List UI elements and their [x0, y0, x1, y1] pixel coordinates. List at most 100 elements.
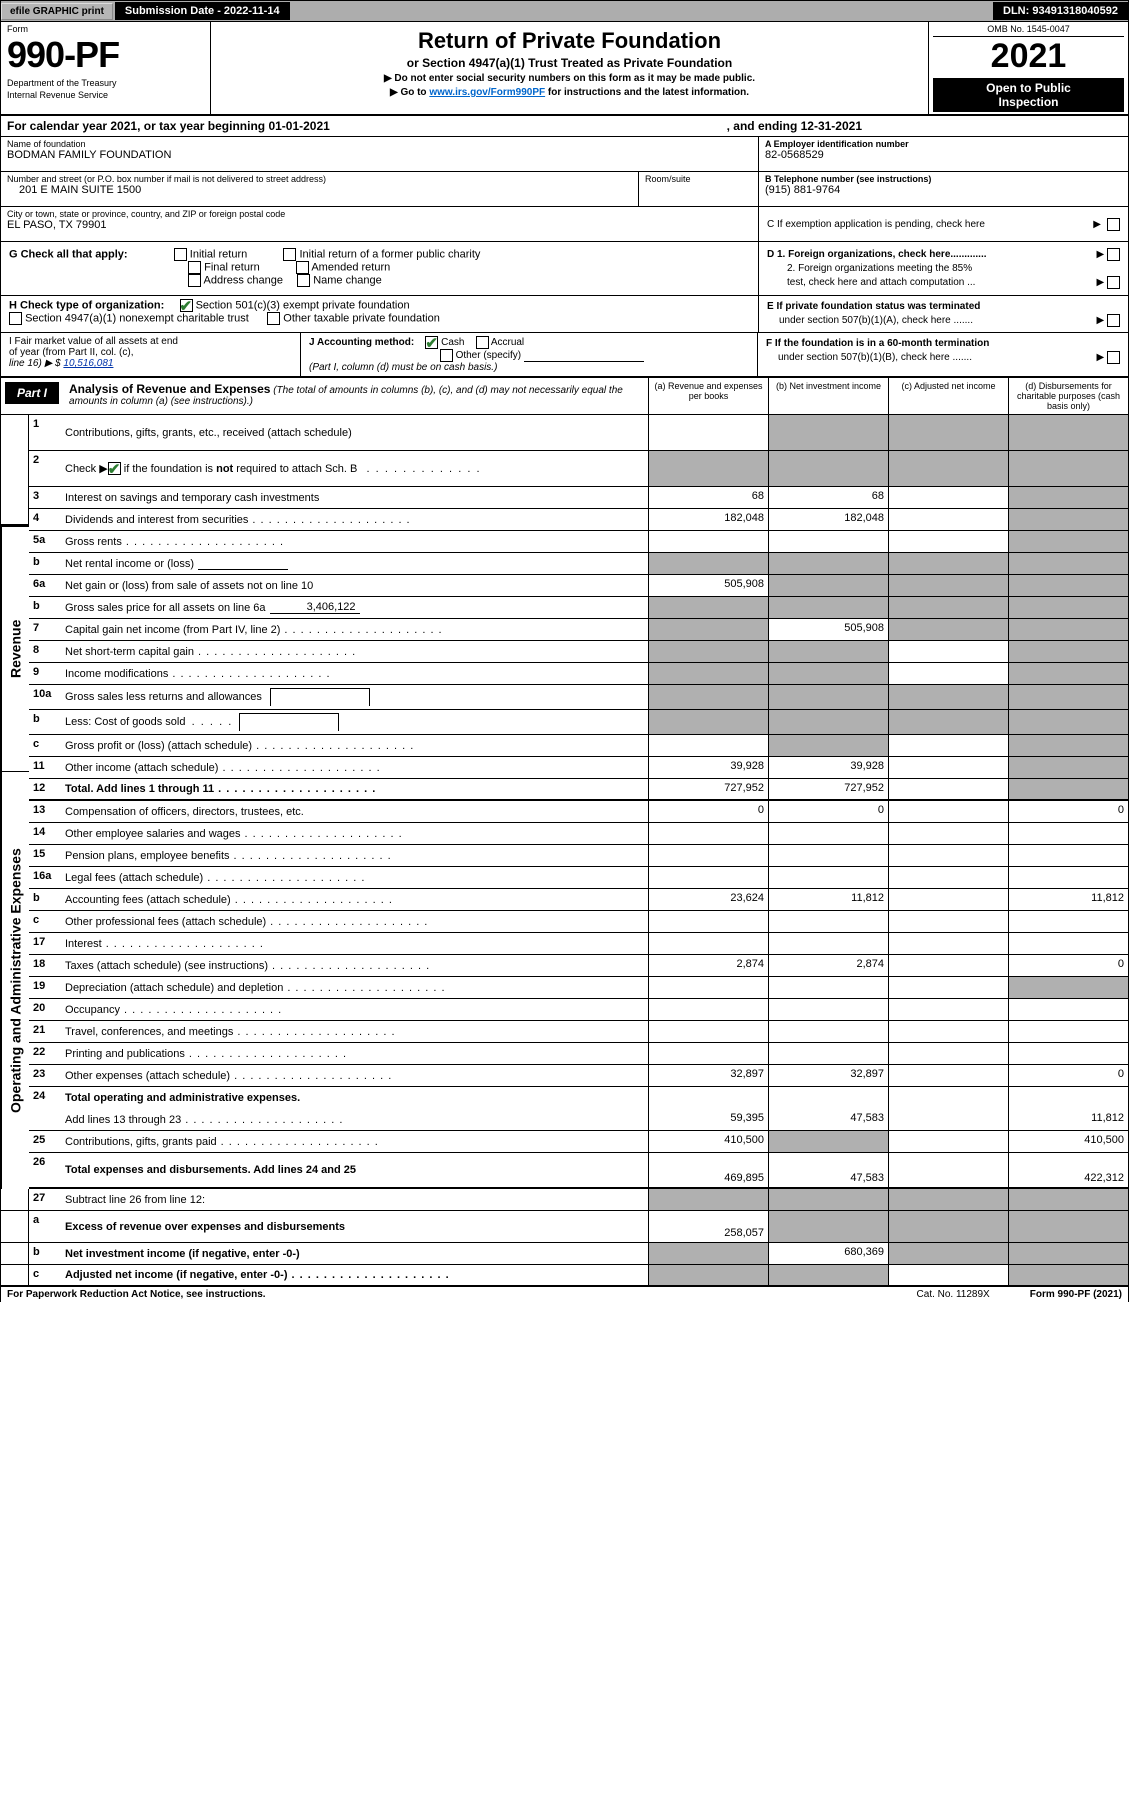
line-7-a — [648, 619, 768, 640]
line-27a-a: 258,057 — [648, 1211, 768, 1242]
g-amended-checkbox[interactable] — [296, 261, 309, 274]
foundation-name-label: Name of foundation — [7, 139, 752, 149]
line-18-d: 0 — [1008, 955, 1128, 976]
line-16b-num: b — [29, 889, 63, 910]
line-27a-num: a — [29, 1211, 63, 1242]
f-label-1: F If the foundation is in a 60-month ter… — [766, 338, 989, 349]
line-4-b: 182,048 — [768, 509, 888, 530]
line-22-desc: Printing and publications — [63, 1043, 648, 1064]
line-17-c — [888, 933, 1008, 954]
line-27b-num: b — [29, 1243, 63, 1264]
g-address-change-checkbox[interactable] — [188, 274, 201, 287]
d1-label: D 1. Foreign organizations, check here..… — [767, 249, 987, 260]
h-4947-checkbox[interactable] — [9, 312, 22, 325]
e-checkbox[interactable] — [1107, 314, 1120, 327]
h-other-checkbox[interactable] — [267, 312, 280, 325]
line-10b-a — [648, 710, 768, 734]
line-18-a: 2,874 — [648, 955, 768, 976]
row-17: 17 Interest — [29, 933, 1128, 955]
header-left: Form 990-PF Department of the Treasury I… — [1, 22, 211, 114]
f-checkbox[interactable] — [1107, 351, 1120, 364]
form-title: Return of Private Foundation — [221, 28, 918, 54]
line-2-a — [648, 451, 768, 486]
row-3: 3 Interest on savings and temporary cash… — [29, 487, 1128, 509]
g-initial-return-checkbox[interactable] — [174, 248, 187, 261]
line-27c-d — [1008, 1265, 1128, 1285]
line-9-c — [888, 663, 1008, 684]
j-cash: Cash — [441, 337, 464, 348]
h-other: Other taxable private foundation — [283, 312, 440, 324]
line-24b-num — [29, 1109, 63, 1130]
line-16a-num: 16a — [29, 867, 63, 888]
line-16a-desc: Legal fees (attach schedule) — [63, 867, 648, 888]
line-5b-b — [768, 553, 888, 574]
line-14-num: 14 — [29, 823, 63, 844]
i-line3-pre: line 16) ▶ $ — [9, 358, 63, 369]
line-3-desc: Interest on savings and temporary cash i… — [63, 487, 648, 508]
j-cash-checkbox[interactable] — [425, 336, 438, 349]
line-20-a — [648, 999, 768, 1020]
header-right: OMB No. 1545-0047 2021 Open to Public In… — [928, 22, 1128, 114]
line-1-desc: Contributions, gifts, grants, etc., rece… — [63, 415, 648, 450]
line-21-a — [648, 1021, 768, 1042]
e-label-1: E If private foundation status was termi… — [767, 301, 980, 312]
dept-treasury: Department of the Treasury — [7, 78, 204, 88]
irs-link[interactable]: www.irs.gov/Form990PF — [429, 87, 545, 98]
line-2-checkbox[interactable] — [108, 462, 121, 475]
line-7-b: 505,908 — [768, 619, 888, 640]
line-3-a: 68 — [648, 487, 768, 508]
line-12-b: 727,952 — [768, 779, 888, 799]
line-27-d — [1008, 1189, 1128, 1210]
line-6b-value: 3,406,122 — [270, 601, 360, 614]
line-25-num: 25 — [29, 1131, 63, 1152]
row-12: 12 Total. Add lines 1 through 11 727,952… — [29, 779, 1128, 801]
part-1-header: Part I Analysis of Revenue and Expenses … — [0, 378, 1129, 415]
line-8-d — [1008, 641, 1128, 662]
line-17-num: 17 — [29, 933, 63, 954]
g-initial-former-checkbox[interactable] — [283, 248, 296, 261]
j-other-checkbox[interactable] — [440, 349, 453, 362]
g-final-return-checkbox[interactable] — [188, 261, 201, 274]
line-13-a: 0 — [648, 801, 768, 822]
line-25-desc: Contributions, gifts, grants paid — [63, 1131, 648, 1152]
line-11-d — [1008, 757, 1128, 778]
line-14-d — [1008, 823, 1128, 844]
part-1-title: Analysis of Revenue and Expenses — [69, 382, 270, 396]
efile-print-button[interactable]: efile GRAPHIC print — [1, 3, 113, 20]
ein-value: 82-0568529 — [765, 149, 1122, 161]
line-20-b — [768, 999, 888, 1020]
line-21-b — [768, 1021, 888, 1042]
form-header: Form 990-PF Department of the Treasury I… — [0, 22, 1129, 116]
row-16c: c Other professional fees (attach schedu… — [29, 911, 1128, 933]
line-24b-d: 11,812 — [1008, 1109, 1128, 1130]
d1-checkbox[interactable] — [1107, 248, 1120, 261]
j-accrual: Accrual — [491, 337, 524, 348]
c-checkbox[interactable] — [1107, 218, 1120, 231]
line-1-num: 1 — [29, 415, 63, 450]
j-accrual-checkbox[interactable] — [476, 336, 489, 349]
line-23-desc: Other expenses (attach schedule) — [63, 1065, 648, 1086]
line-9-desc: Income modifications — [63, 663, 648, 684]
row-18: 18 Taxes (attach schedule) (see instruct… — [29, 955, 1128, 977]
g-name-change-checkbox[interactable] — [297, 274, 310, 287]
row-4: 4 Dividends and interest from securities… — [29, 509, 1128, 531]
line-17-a — [648, 933, 768, 954]
line-10b-num: b — [29, 710, 63, 734]
line-11-b: 39,928 — [768, 757, 888, 778]
line-25-d: 410,500 — [1008, 1131, 1128, 1152]
g-address-change: Address change — [204, 274, 284, 286]
line-26-a: 469,895 — [648, 1153, 768, 1187]
line-20-d — [1008, 999, 1128, 1020]
line-6a-d — [1008, 575, 1128, 596]
line-10a-num: 10a — [29, 685, 63, 709]
line-6a-num: 6a — [29, 575, 63, 596]
line-12-c — [888, 779, 1008, 799]
d2-checkbox[interactable] — [1107, 276, 1120, 289]
line-26-b: 47,583 — [768, 1153, 888, 1187]
line-6a-c — [888, 575, 1008, 596]
h-501c3-checkbox[interactable] — [180, 299, 193, 312]
h-label: H Check type of organization: — [9, 299, 164, 311]
line-13-c — [888, 801, 1008, 822]
line-5b-text: Net rental income or (loss) — [65, 558, 194, 570]
line-18-desc: Taxes (attach schedule) (see instruction… — [63, 955, 648, 976]
